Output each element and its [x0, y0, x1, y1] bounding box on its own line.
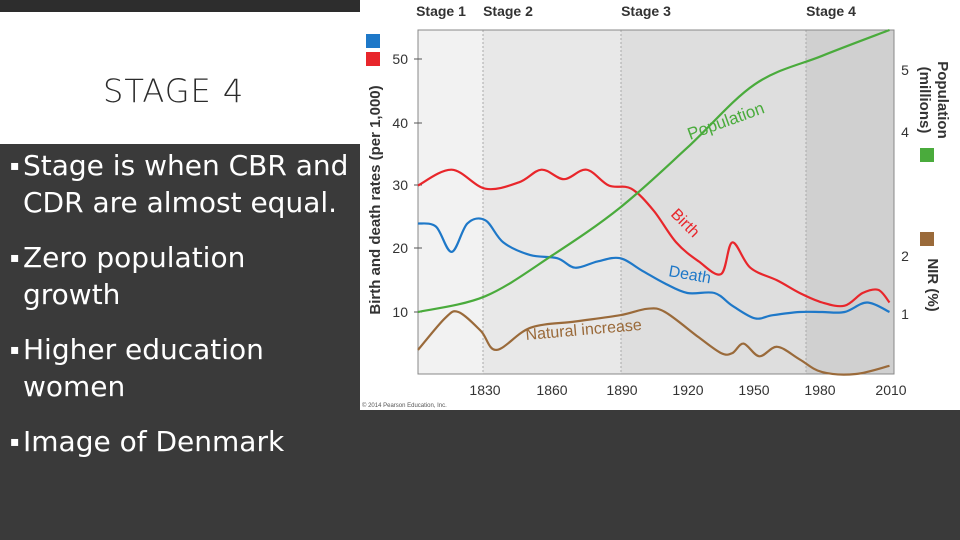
stage4-band [806, 30, 894, 374]
stage-label: Stage 2 [483, 3, 533, 19]
bullet-text: Stage is when CBR and CDR are almost equ… [23, 149, 349, 219]
stage3-band [621, 30, 806, 374]
bullet-item: ▪ Image of Denmark [10, 423, 350, 460]
series-layer [417, 28, 891, 376]
stage-label: Stage 1 [416, 3, 466, 19]
y-tick-label-right: 4 [901, 124, 909, 140]
bullet-text: Higher education women [23, 333, 264, 403]
stage-label: Stage 3 [621, 3, 671, 19]
stage1-band [418, 30, 483, 374]
y-tick-label: 20 [392, 240, 408, 256]
legend-swatch-nir [920, 232, 934, 246]
credit-text: © 2014 Pearson Education, Inc. [362, 402, 447, 409]
legend-swatch-birth [366, 52, 380, 66]
y-axis-label-right-top-units: (millions) [916, 67, 933, 134]
top-bar [0, 0, 360, 12]
bullet-list: ▪ Stage is when CBR and CDR are almost eq… [10, 147, 350, 478]
y-tick-label: 10 [392, 304, 408, 320]
x-tick-label: 1890 [606, 382, 637, 398]
stage-label: Stage 4 [806, 3, 856, 19]
demographic-transition-chart: Stage 1 Stage 2 Stage 3 Stage 4 Birth an… [362, 3, 951, 409]
series-line-birth [417, 168, 891, 308]
legend-swatch-death [366, 34, 380, 48]
bullet-icon: ▪ [10, 250, 20, 266]
y-axis-label-right-top: Population [934, 61, 951, 139]
bullet-item: ▪ Higher education women [10, 331, 350, 405]
y-ticks-left: 10 20 30 40 50 [392, 51, 408, 320]
slide-title: STAGE 4 [103, 72, 245, 110]
bullet-icon: ▪ [10, 158, 20, 174]
y-tick-label: 50 [392, 51, 408, 67]
x-tick-label: 2010 [875, 382, 906, 398]
bullet-item: ▪ Zero population growth [10, 239, 350, 313]
series-line-natural-increase [417, 307, 890, 376]
bullet-icon: ▪ [10, 342, 20, 358]
bullet-text: Zero population growth [23, 241, 246, 311]
series-line-population [417, 28, 890, 314]
chart-figure: Stage 1 Stage 2 Stage 3 Stage 4 Birth an… [360, 0, 960, 410]
y-tick-label-right: 5 [901, 62, 909, 78]
bullet-item: ▪ Stage is when CBR and CDR are almost eq… [10, 147, 350, 221]
series-line-death [417, 217, 890, 320]
bullet-text: Image of Denmark [23, 425, 285, 458]
x-tick-label: 1860 [536, 382, 567, 398]
y-tick-label: 30 [392, 177, 408, 193]
title-panel: STAGE 4 [0, 12, 360, 144]
plot-frame [417, 29, 895, 375]
legend-swatch-population [920, 148, 934, 162]
y-tick-label-right: 1 [901, 306, 909, 322]
x-tick-label: 1980 [804, 382, 835, 398]
y-axis-label-right-bottom: NIR (%) [924, 258, 941, 311]
y-axis-label-left: Birth and death rates (per 1,000) [367, 85, 384, 314]
y-tick-label-right: 2 [901, 248, 909, 264]
stage2-band [483, 30, 621, 374]
x-tick-label: 1950 [738, 382, 769, 398]
x-tick-label: 1920 [672, 382, 703, 398]
x-tick-label: 1830 [469, 382, 500, 398]
bullet-icon: ▪ [10, 434, 20, 450]
y-tick-label: 40 [392, 115, 408, 131]
